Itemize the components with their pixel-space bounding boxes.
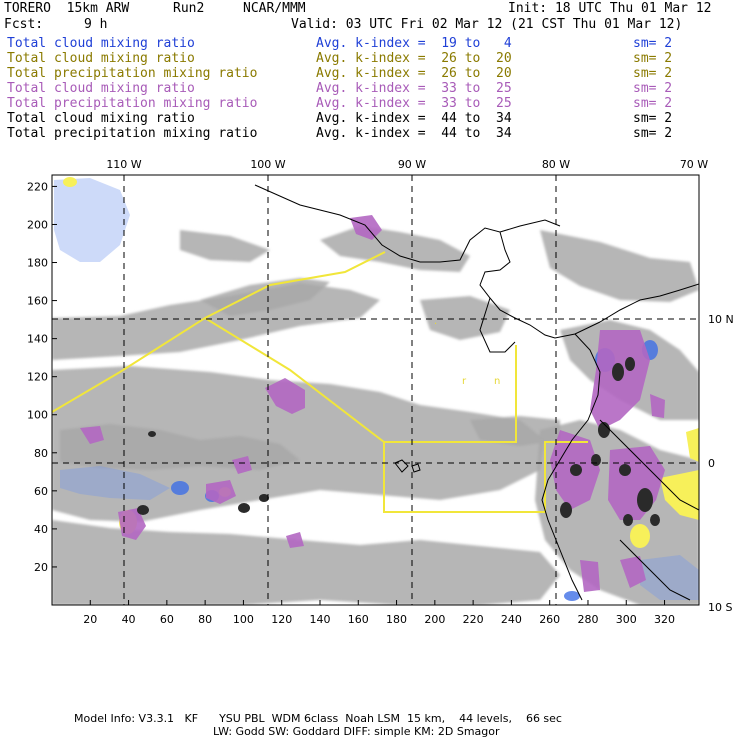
legend-smoothing: sm= 2 (633, 126, 673, 141)
x-tick-label: 200 (424, 613, 445, 626)
x-tick-label: 140 (309, 613, 330, 626)
y-tick-label: 160 (27, 295, 48, 308)
legend-field: Total cloud mixing ratio (7, 111, 195, 126)
y-tick-label: 120 (27, 371, 48, 384)
legend-field: Total cloud mixing ratio (7, 51, 195, 66)
y-tick-label: 140 (27, 333, 48, 346)
region-outlines (52, 251, 588, 513)
legend-kindex: Avg. k-index = 26 to 20 (316, 66, 512, 81)
valid-time: Valid: 03 UTC Fri 02 Mar 12 (21 CST Thu … (291, 17, 683, 32)
legend-field: Total precipitation mixing ratio (7, 96, 258, 111)
map-mark: n (494, 376, 500, 387)
lat-label: 10 S (708, 601, 732, 614)
x-tick-label: 220 (463, 613, 484, 626)
plot-frame (51, 174, 700, 606)
org-label: NCAR/MMM (243, 1, 306, 16)
y-tick-label: 60 (34, 485, 48, 498)
legend-smoothing: sm= 2 (633, 36, 673, 51)
legend-kindex: Avg. k-index = 33 to 25 (316, 96, 512, 111)
x-tick-label: 100 (233, 613, 254, 626)
x-tick-label: 180 (386, 613, 407, 626)
init-time: Init: 18 UTC Thu 01 Mar 12 (508, 1, 712, 16)
fcst-label: Fcst: (4, 17, 44, 32)
x-tick-label: 260 (539, 613, 560, 626)
map-mark: r (462, 376, 467, 387)
legend-field: Total precipitation mixing ratio (7, 126, 258, 141)
x-tick-label: 280 (577, 613, 598, 626)
kindex-max-field (137, 357, 660, 526)
kindex-low-field (54, 178, 699, 600)
y-tick-label: 20 (34, 561, 48, 574)
legend-smoothing: sm= 2 (633, 51, 673, 66)
map-mark: . (434, 316, 437, 327)
model-title: TORERO 15km ARW (4, 1, 130, 16)
legend-kindex: Avg. k-index = 19 to 4 (316, 36, 512, 51)
y-tick-label: 80 (34, 447, 48, 460)
lon-label: 100 W (250, 158, 285, 171)
y-tick-label: 200 (27, 218, 48, 231)
x-tick-label: 120 (271, 613, 292, 626)
legend-field: Total cloud mixing ratio (7, 36, 195, 51)
lat-label: 0 (708, 457, 715, 470)
fcst-value: 9 h (84, 17, 108, 32)
lon-label: 90 W (398, 158, 426, 171)
legend-kindex: Avg. k-index = 44 to 34 (316, 111, 512, 126)
legend-kindex: Avg. k-index = 44 to 34 (316, 126, 512, 141)
lon-label: 80 W (542, 158, 570, 171)
legend-kindex: Avg. k-index = 33 to 25 (316, 81, 512, 96)
longitude-labels: 110 W 100 W 90 W 80 W 70 W (106, 158, 708, 171)
legend-smoothing: sm= 2 (633, 66, 673, 81)
lat-label: 10 N (708, 313, 734, 326)
y-axis: 20 40 60 80 100 120 140 160 180 200 220 (27, 180, 57, 574)
x-tick-label: 300 (616, 613, 637, 626)
legend-smoothing: sm= 2 (633, 111, 673, 126)
y-tick-label: 100 (27, 409, 48, 422)
latlon-grid (52, 175, 699, 605)
legend-field: Total cloud mixing ratio (7, 81, 195, 96)
y-tick-label: 220 (27, 180, 48, 193)
x-tick-label: 160 (348, 613, 369, 626)
x-axis: 20 40 60 80 100 120 140 160 180 200 220 240 260 280 30… (83, 600, 675, 626)
lon-label: 70 W (680, 158, 708, 171)
legend-kindex: Avg. k-index = 26 to 20 (316, 51, 512, 66)
x-tick-label: 80 (198, 613, 212, 626)
x-tick-label: 320 (654, 613, 675, 626)
legend-field: Total precipitation mixing ratio (7, 66, 258, 81)
latitude-labels: 10 N 0 10 S (708, 313, 734, 614)
legend-smoothing: sm= 2 (633, 81, 673, 96)
model-info-line1: Model Info: V3.3.1 KF YSU PBL WDM 6class… (74, 712, 562, 725)
lon-label: 110 W (106, 158, 141, 171)
x-tick-label: 60 (160, 613, 174, 626)
run-label: Run2 (173, 1, 205, 16)
x-tick-label: 20 (83, 613, 97, 626)
x-tick-label: 240 (501, 613, 522, 626)
kindex-high-field (80, 215, 665, 592)
x-tick-label: 40 (122, 613, 136, 626)
y-tick-label: 40 (34, 523, 48, 536)
model-info-line2: LW: Godd SW: Goddard DIFF: simple KM: 2D… (213, 725, 500, 738)
coastline (254, 184, 699, 601)
y-tick-label: 180 (27, 257, 48, 270)
legend-smoothing: sm= 2 (633, 96, 673, 111)
